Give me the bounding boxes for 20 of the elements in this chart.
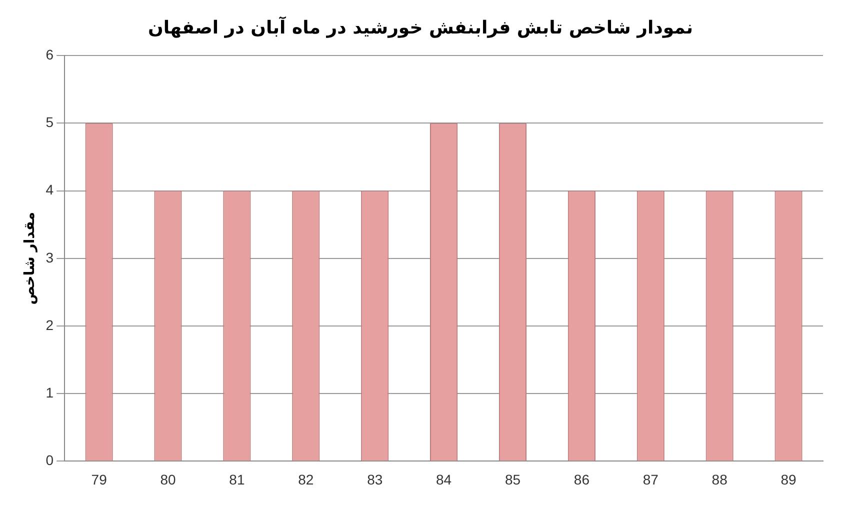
y-tick-label: 3 [46,249,54,266]
x-tick-label: 82 [298,471,314,488]
x-tick-label: 88 [712,471,728,488]
y-tick-label: 5 [46,114,54,130]
x-tick-label: 83 [367,471,383,488]
y-axis-title: مقدار شاخص [22,212,38,305]
y-tick-label: 6 [46,46,54,62]
x-tick-label: 87 [642,471,659,488]
x-tick-label: 84 [436,471,452,488]
y-tick-label: 1 [46,384,54,400]
chart-title: نمودار شاخص تابش فرابنفش خورشید در ماه آبان در اصفهان [148,15,694,38]
x-tick-label: 80 [160,471,176,488]
x-tick-label: 79 [91,471,108,488]
y-tick-label: 0 [46,452,54,468]
x-tick-label: 81 [229,471,245,488]
y-tick-label: 4 [46,182,54,198]
x-tick-label: 86 [574,471,590,488]
y-tick-label: 2 [46,316,54,333]
x-tick-label: 85 [504,471,521,488]
x-tick-label: 89 [780,471,797,488]
